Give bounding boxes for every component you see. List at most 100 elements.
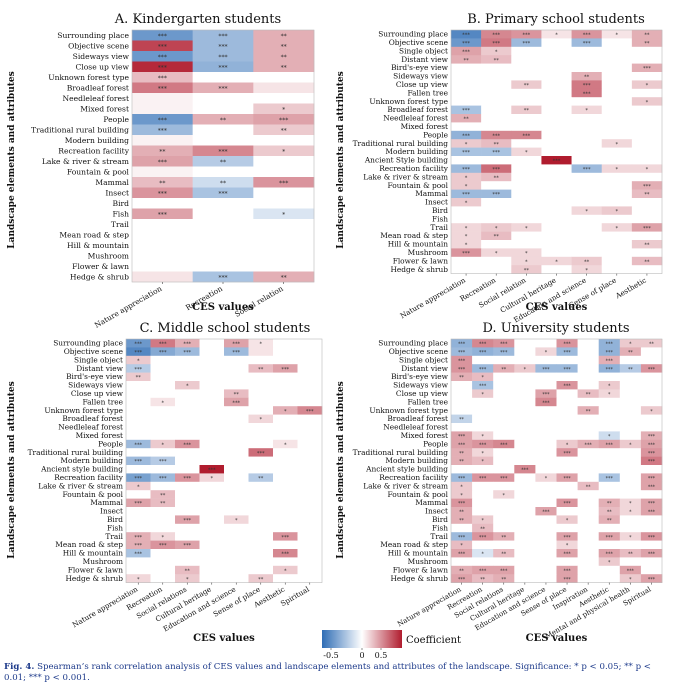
panel-c-cell <box>199 414 225 424</box>
panel-a-cell <box>192 103 254 115</box>
panel-d-cell <box>535 515 557 525</box>
panel-c-significance-mark: *** <box>183 543 191 549</box>
panel-b-row-label: Trail <box>430 223 448 232</box>
panel-a-significance-mark: *** <box>218 54 227 61</box>
panel-d-cell <box>556 465 578 474</box>
panel-a-cell <box>132 114 193 125</box>
panel-d-cell <box>451 465 473 474</box>
panel-b-cell <box>541 248 572 258</box>
panel-d-cell <box>514 473 536 483</box>
panel-c-significance-mark: ** <box>185 568 191 574</box>
panel-a-cell <box>253 166 315 178</box>
panel-b-cell <box>601 156 633 165</box>
panel-d-cell <box>619 389 642 399</box>
panel-d-cell <box>472 515 494 525</box>
panel-b-cell <box>511 240 542 249</box>
panel-a-cell <box>192 177 254 188</box>
panel-d-significance-mark: *** <box>479 367 487 373</box>
panel-d-cell <box>619 423 642 432</box>
panel-d-cell <box>451 532 473 541</box>
panel-b-cell <box>601 63 633 73</box>
panel-a-cell <box>132 124 193 136</box>
panel-a-significance-mark: *** <box>218 44 227 51</box>
panel-d-cell <box>598 557 621 567</box>
panel-a-significance-mark: *** <box>158 75 167 82</box>
panel-a-significance-mark: *** <box>158 212 167 219</box>
panel-b-cell <box>451 97 482 106</box>
panel-d-cell <box>577 532 599 541</box>
panel-d-cell <box>556 372 578 382</box>
panel-c-significance-mark: ** <box>258 577 264 583</box>
panel-d-significance-mark: * <box>460 493 463 499</box>
panel-d-cell <box>493 423 515 432</box>
panel-a-y-axis-title: Landscape elements and attributes <box>7 71 17 248</box>
panel-d-significance-mark: *** <box>606 476 614 482</box>
panel-b-cell <box>601 172 633 182</box>
panel-c-cell <box>150 389 176 399</box>
panel-c-cell <box>248 372 274 382</box>
panel-b-significance-mark: * <box>646 83 649 89</box>
panel-d-cell <box>598 397 621 407</box>
panel-d-cell <box>598 439 621 449</box>
panel-b-significance-mark: *** <box>492 33 500 39</box>
panel-c-cell <box>126 389 151 399</box>
panel-b-cell <box>511 122 542 132</box>
panel-d-cell <box>640 347 663 357</box>
panel-c-significance-mark: *** <box>159 342 167 348</box>
panel-c-cell <box>224 355 249 365</box>
panel-d-cell <box>577 397 599 407</box>
panel-b-significance-mark: ** <box>644 243 650 249</box>
panel-c-cell <box>273 565 298 575</box>
panel-c-significance-mark: * <box>137 358 140 364</box>
panel-c-significance-mark: * <box>161 535 164 541</box>
panel-c-row-label: Single object <box>74 355 123 364</box>
panel-c-significance-mark: *** <box>232 350 240 356</box>
panel-d-significance-mark: *** <box>606 342 614 348</box>
panel-d-cell <box>535 439 557 449</box>
panel-d-significance-mark: * <box>545 476 548 482</box>
panel-c-cell <box>248 381 274 390</box>
panel-d-cell <box>556 389 578 399</box>
panel-b-cell <box>481 30 512 39</box>
panel-b-cell <box>631 172 663 182</box>
panel-d-row-label: Flower & lawn <box>393 565 449 574</box>
panel-d-cell <box>640 565 663 575</box>
panel-b-significance-mark: * <box>615 167 618 173</box>
panel-d-cell <box>535 481 557 491</box>
panel-d-cell <box>493 515 515 525</box>
panel-d-cell <box>640 397 663 407</box>
panel-d-cell <box>451 523 473 533</box>
panel-d-cell <box>598 540 621 550</box>
panel-b-cell <box>541 122 572 132</box>
panel-c-cell <box>150 339 176 348</box>
panel-b-cell <box>601 198 633 207</box>
panel-c-cell <box>224 540 249 550</box>
panel-b-row-label: Mixed forest <box>401 122 448 131</box>
panel-c-cell <box>248 397 274 407</box>
panel-b-y-axis-title: Landscape elements and attributes <box>336 71 346 248</box>
panel-c-cell <box>199 507 225 516</box>
panel-c-cell <box>150 431 176 441</box>
panel-a-cell <box>253 177 315 188</box>
panel-d-significance-mark: *** <box>458 442 466 448</box>
panel-d-significance-mark: *** <box>563 552 571 558</box>
panel-c-cell <box>248 557 274 567</box>
panel-a-significance-mark: ** <box>281 65 287 72</box>
panel-a-row-label: Modern building <box>65 136 129 145</box>
panel-d-significance-mark: *** <box>648 577 656 583</box>
panel-d-cell <box>619 347 642 357</box>
panel-d-significance-mark: ** <box>480 526 485 532</box>
panel-b-cell <box>451 206 482 216</box>
panel-d-cell <box>556 498 578 508</box>
panel-d-significance-mark: * <box>629 501 632 507</box>
panel-d-x-axis-title: CES values <box>526 633 588 644</box>
panel-c-cell <box>199 355 225 365</box>
panel-c-cell <box>150 355 176 365</box>
panel-d-cell <box>640 481 663 491</box>
panel-b-column-label: Nature appreciation <box>398 275 467 320</box>
panel-d-row-label: Hedge & shrub <box>390 574 448 583</box>
panel-d-cell <box>472 406 494 415</box>
legend-colorbar <box>322 630 402 648</box>
panel-c-cell <box>224 515 249 525</box>
panel-c-cell <box>150 347 176 357</box>
